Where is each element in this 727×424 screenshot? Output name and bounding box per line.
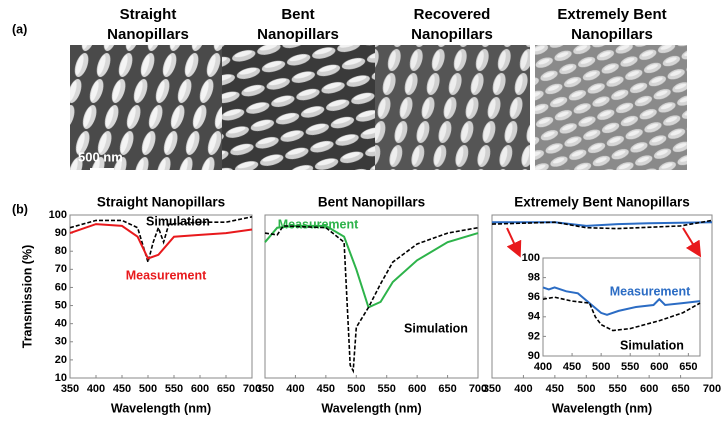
series-label: Simulation bbox=[404, 321, 468, 335]
panel-label: (b) bbox=[12, 202, 28, 216]
y-tick-label: 100 bbox=[49, 209, 67, 221]
x-tick-label: 500 bbox=[592, 361, 610, 373]
scale-bar-label: 500 nm bbox=[78, 149, 123, 164]
x-tick-label: 600 bbox=[640, 383, 658, 395]
x-tick-label: 700 bbox=[243, 383, 261, 395]
x-tick-label: 450 bbox=[546, 383, 564, 395]
image-title: Nanopillars bbox=[107, 26, 189, 43]
x-tick-label: 550 bbox=[165, 383, 183, 395]
x-tick-label: 600 bbox=[650, 361, 668, 373]
sem-image bbox=[70, 45, 222, 170]
y-tick-label: 90 bbox=[55, 227, 67, 239]
x-tick-label: 600 bbox=[408, 383, 426, 395]
x-tick-label: 500 bbox=[139, 383, 157, 395]
plot-area bbox=[542, 257, 701, 357]
series-line bbox=[69, 216, 253, 266]
chart-title: Straight Nanopillars bbox=[97, 195, 225, 210]
y-tick-label: 50 bbox=[55, 299, 67, 311]
x-tick-label: 450 bbox=[113, 383, 131, 395]
y-tick-label: 20 bbox=[55, 354, 67, 366]
x-tick-label: 650 bbox=[217, 383, 235, 395]
arrow bbox=[506, 227, 522, 258]
image-title: Nanopillars bbox=[411, 26, 493, 43]
series-label: Measurement bbox=[278, 217, 359, 231]
y-tick-label: 96 bbox=[528, 291, 540, 303]
x-tick-label: 600 bbox=[191, 383, 209, 395]
arrow bbox=[682, 227, 702, 258]
image-title: Nanopillars bbox=[257, 26, 339, 43]
x-tick-label: 350 bbox=[483, 383, 501, 395]
panel-label: (a) bbox=[12, 22, 27, 36]
x-tick-label: 500 bbox=[577, 383, 595, 395]
x-tick-label: 700 bbox=[703, 383, 721, 395]
sem-image bbox=[535, 45, 687, 170]
x-tick-label: 650 bbox=[438, 383, 456, 395]
y-tick-label: 94 bbox=[528, 311, 541, 323]
x-tick-label: 650 bbox=[679, 361, 697, 373]
series-line bbox=[542, 296, 701, 332]
x-tick-label: 550 bbox=[621, 361, 639, 373]
chart-title: Extremely Bent Nanopillars bbox=[514, 195, 690, 210]
x-tick-label: 400 bbox=[514, 383, 532, 395]
x-tick-label: 500 bbox=[347, 383, 365, 395]
y-tick-label: 90 bbox=[528, 350, 540, 362]
y-tick-label: 80 bbox=[55, 245, 67, 257]
series-label: Simulation bbox=[146, 214, 210, 228]
series-line bbox=[491, 219, 713, 230]
series-label: Measurement bbox=[610, 284, 691, 298]
series-label: Measurement bbox=[126, 268, 207, 282]
y-tick-label: 10 bbox=[55, 372, 67, 384]
y-tick-label: 92 bbox=[528, 330, 540, 342]
image-title: Straight bbox=[120, 6, 177, 23]
y-tick-label: 40 bbox=[55, 318, 67, 330]
image-title: Bent bbox=[281, 6, 314, 23]
x-tick-label: 550 bbox=[378, 383, 396, 395]
y-axis-label: Transmission (%) bbox=[20, 245, 34, 349]
plot-area bbox=[264, 214, 479, 379]
series-label: Simulation bbox=[620, 338, 684, 352]
y-tick-label: 70 bbox=[55, 263, 67, 275]
series-line bbox=[492, 221, 713, 227]
y-tick-label: 98 bbox=[528, 272, 540, 284]
y-tick-label: 30 bbox=[55, 336, 67, 348]
plot-area bbox=[69, 214, 253, 379]
y-tick-label: 60 bbox=[55, 281, 67, 293]
x-tick-label: 700 bbox=[469, 383, 487, 395]
x-tick-label: 350 bbox=[256, 383, 274, 395]
series-line bbox=[542, 286, 701, 316]
image-title: Extremely Bent bbox=[557, 6, 666, 23]
series-line bbox=[69, 223, 253, 260]
image-title: Nanopillars bbox=[571, 26, 653, 43]
x-tick-label: 450 bbox=[317, 383, 335, 395]
x-tick-label: 650 bbox=[671, 383, 689, 395]
series-line bbox=[264, 225, 479, 374]
x-tick-label: 400 bbox=[286, 383, 304, 395]
x-axis-label: Wavelength (nm) bbox=[552, 401, 652, 415]
x-tick-label: 400 bbox=[87, 383, 105, 395]
sem-image bbox=[222, 45, 375, 170]
x-axis-label: Wavelength (nm) bbox=[111, 401, 211, 415]
x-tick-label: 350 bbox=[61, 383, 79, 395]
x-tick-label: 450 bbox=[563, 361, 581, 373]
image-title: Recovered bbox=[414, 6, 491, 23]
x-axis-label: Wavelength (nm) bbox=[321, 401, 421, 415]
y-tick-label: 100 bbox=[522, 252, 540, 264]
scale-bar bbox=[90, 168, 114, 172]
x-tick-label: 400 bbox=[534, 361, 552, 373]
sem-image bbox=[375, 45, 530, 170]
chart-title: Bent Nanopillars bbox=[318, 195, 425, 210]
x-tick-label: 550 bbox=[609, 383, 627, 395]
